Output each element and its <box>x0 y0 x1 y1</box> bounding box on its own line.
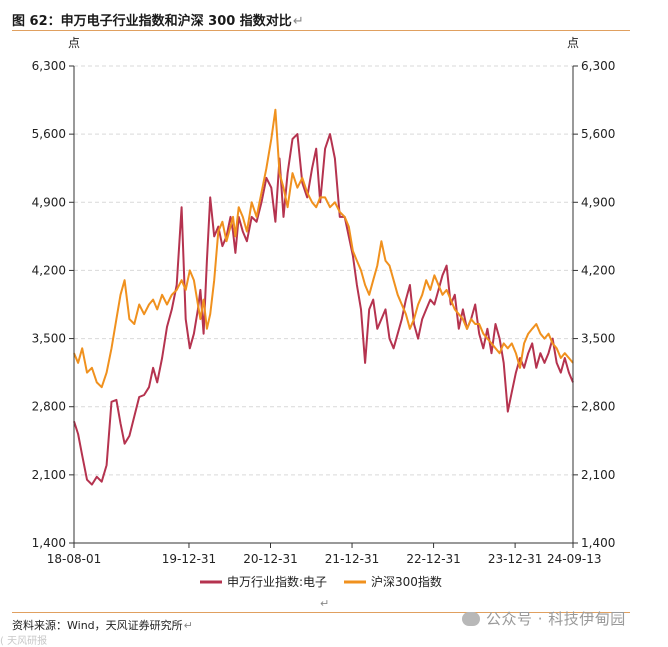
title-return-mark: ↵ <box>292 14 304 29</box>
y-tick-label-left: 2,100 <box>32 468 66 482</box>
y-tick-label-right: 1,400 <box>581 536 615 550</box>
y-tick-label-left: 5,600 <box>32 127 66 141</box>
y-tick-label-right: 4,200 <box>581 263 615 277</box>
gridlines <box>74 65 573 476</box>
chart: 1,400 2,100 2,800 3,500 4,200 4,900 5,600 6,300… <box>32 36 616 589</box>
y-tick-label-left: 4,200 <box>32 263 66 277</box>
axes <box>73 66 574 544</box>
x-tick-label: 20-12-31 <box>243 552 297 566</box>
y-axis-label-left: 点 <box>68 36 80 50</box>
x-tick-label: 23-12-31 <box>488 552 542 566</box>
y-tick-label-right: 2,800 <box>581 400 615 414</box>
y-tick-label-left: 6,300 <box>32 59 66 73</box>
y-ticks-right: 1,400 2,100 2,800 3,500 4,200 4,900 5,600 6,300 <box>573 59 615 550</box>
x-tick-label: 18-08-01 <box>47 552 101 566</box>
y-tick-label-left: 3,500 <box>32 332 66 346</box>
x-ticks: 18-08-01 19-12-31 20-12-31 21-12-31 22-12-31… <box>47 543 601 566</box>
line-electronics <box>73 133 574 486</box>
wechat-icon <box>462 612 480 626</box>
x-tick-label: 21-12-31 <box>325 552 379 566</box>
x-tick-label: 24-09-13 <box>547 552 601 566</box>
legend: 申万行业指数:电子 沪深300指数 <box>200 574 442 589</box>
corner-watermark: ( 天风研报 <box>0 636 48 647</box>
line-csi300 <box>73 108 574 389</box>
title-bar: 图 62：申万电子行业指数和沪深 300 指数对比↵ <box>12 8 630 31</box>
x-tick-label: 22-12-31 <box>406 552 460 566</box>
y-tick-label-right: 2,100 <box>581 468 615 482</box>
watermark: 公众号 · 科技伊甸园 <box>462 608 626 629</box>
legend-label-electronics: 申万行业指数:电子 <box>227 574 327 589</box>
footer-rule <box>12 612 630 613</box>
series-electronics <box>73 133 574 486</box>
y-tick-label-left: 2,800 <box>32 400 66 414</box>
y-tick-label-right: 5,600 <box>581 127 615 141</box>
y-tick-label-right: 6,300 <box>581 59 615 73</box>
y-tick-label-right: 4,900 <box>581 195 615 209</box>
y-axis-label-right: 点 <box>567 36 579 50</box>
x-tick-label: 19-12-31 <box>162 552 216 566</box>
series-csi300 <box>73 108 574 389</box>
y-tick-label-left: 1,400 <box>32 536 66 550</box>
source-return-mark: ↵ <box>183 619 193 632</box>
paragraph-mark: ↵ <box>320 597 330 610</box>
y-tick-label-right: 3,500 <box>581 332 615 346</box>
y-ticks-left: 1,400 2,100 2,800 3,500 4,200 4,900 5,600 6,300 <box>32 59 74 550</box>
chart-title: 图 62：申万电子行业指数和沪深 300 指数对比↵ <box>12 14 304 29</box>
source-note: 资料来源：Wind，天风证券研究所↵ <box>12 619 193 632</box>
y-tick-label-left: 4,900 <box>32 195 66 209</box>
legend-label-csi300: 沪深300指数 <box>371 574 442 589</box>
